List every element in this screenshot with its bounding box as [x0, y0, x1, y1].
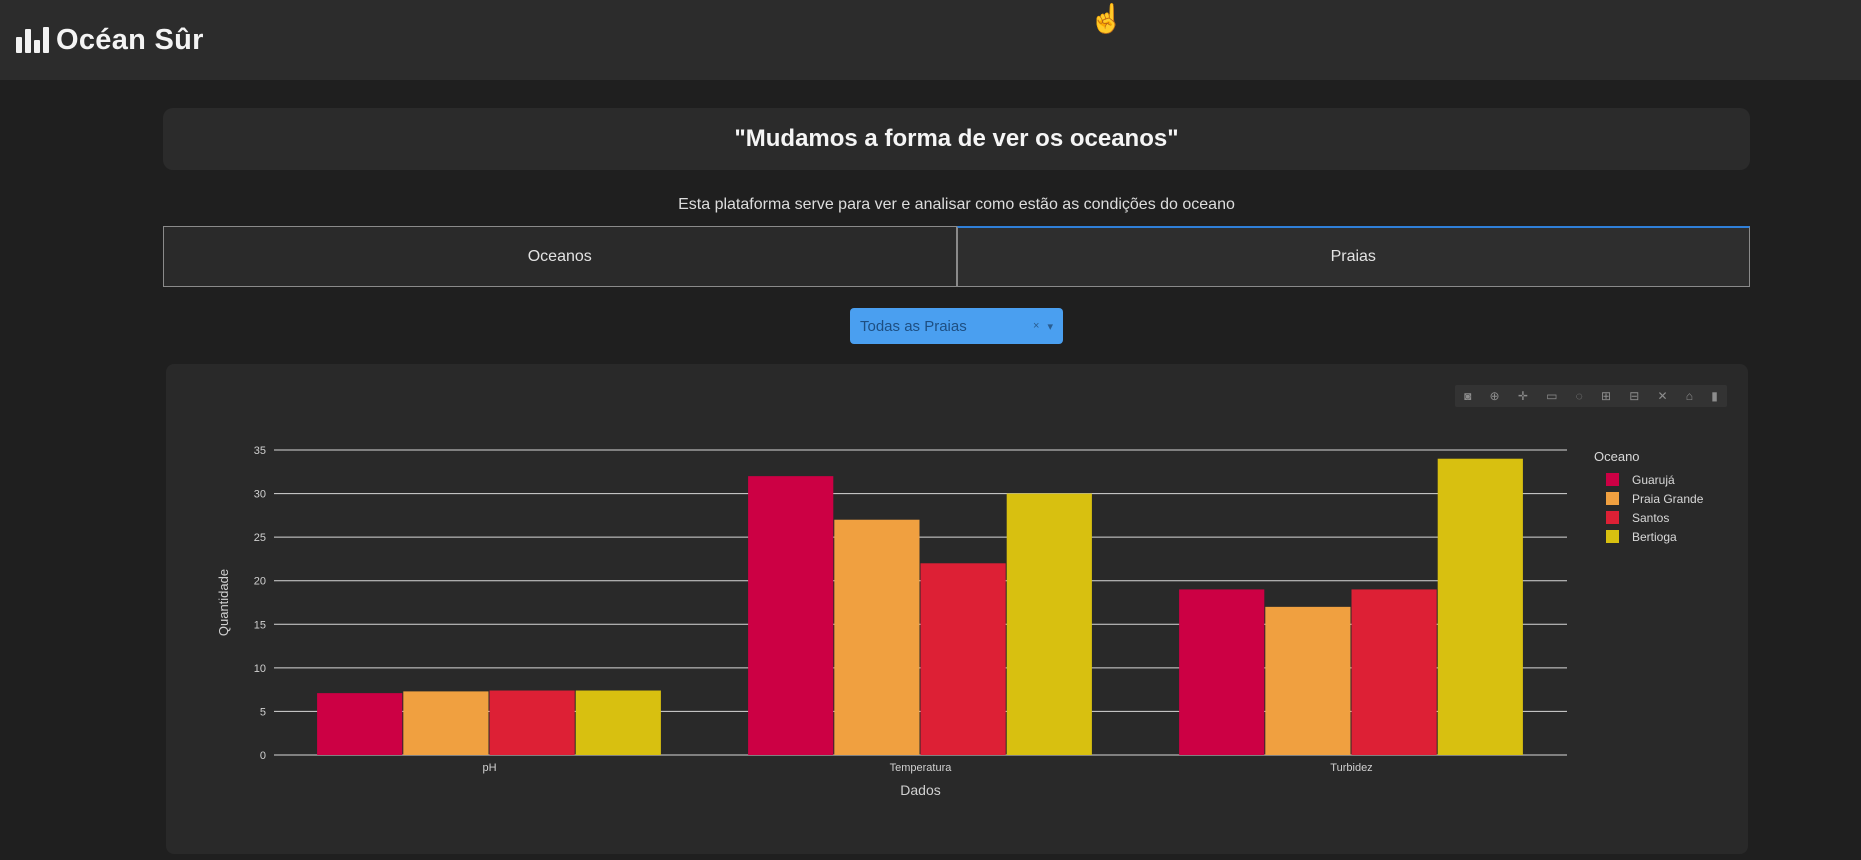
bar	[748, 476, 834, 755]
zoom-out-icon[interactable]: ⊟	[1629, 389, 1640, 403]
beach-select-dropdown[interactable]: Todas as Praias × ▾	[850, 308, 1063, 344]
autoscale-icon[interactable]: ✕	[1657, 389, 1668, 403]
tab-bar: Oceanos Praias	[163, 226, 1750, 287]
bar	[489, 690, 575, 755]
x-axis-label: Dados	[900, 782, 940, 798]
box-select-icon[interactable]: ▭	[1546, 389, 1558, 403]
bar	[920, 563, 1006, 755]
legend-label: Praia Grande	[1632, 492, 1704, 506]
tab-praias-label: Praias	[1330, 248, 1376, 265]
tab-oceanos-label: Oceanos	[527, 247, 592, 265]
y-tick-label: 35	[254, 445, 266, 457]
y-axis-label: Quantidade	[216, 569, 231, 636]
bar	[403, 691, 489, 755]
dropdown-value: Todas as Praias	[860, 317, 967, 335]
x-tick-label: Turbidez	[1330, 762, 1372, 774]
camera-icon[interactable]: ◙	[1464, 389, 1472, 403]
slogan-text: "Mudamos a forma de ver os oceanos"	[734, 125, 1179, 152]
bar	[1179, 589, 1265, 755]
reset-axes-icon[interactable]: ⌂	[1685, 389, 1694, 403]
zoom-in-icon[interactable]: ⊞	[1600, 389, 1612, 403]
legend-title: Oceano	[1594, 449, 1640, 464]
plotly-logo-icon[interactable]: ▮	[1711, 389, 1718, 403]
hand-cursor-icon: ☝	[1089, 3, 1124, 34]
zoom-icon[interactable]: ⊕	[1489, 389, 1500, 403]
legend-swatch	[1606, 511, 1619, 524]
y-tick-label: 15	[254, 619, 266, 631]
y-tick-label: 0	[260, 750, 266, 762]
x-tick-label: pH	[482, 762, 496, 774]
bar	[1006, 493, 1092, 755]
bar-chart-icon	[16, 27, 49, 53]
tab-praias[interactable]: Praias	[956, 226, 1750, 287]
legend-swatch	[1606, 473, 1619, 486]
y-tick-label: 20	[254, 576, 266, 588]
tab-oceanos[interactable]: Oceanos	[163, 226, 957, 287]
clear-icon[interactable]: ×	[1033, 320, 1040, 332]
bar	[834, 519, 920, 755]
pan-icon[interactable]: ✛	[1517, 389, 1528, 403]
slogan-card: "Mudamos a forma de ver os oceanos"	[163, 108, 1750, 170]
brand-name[interactable]: Océan Sûr	[56, 23, 204, 56]
chevron-down-icon[interactable]: ▾	[1047, 320, 1053, 333]
bar	[1351, 589, 1437, 755]
bar	[575, 690, 661, 755]
page-subtitle: Esta plataforma serve para ver e analisa…	[678, 196, 1235, 213]
y-tick-label: 5	[260, 706, 266, 718]
y-tick-label: 10	[254, 663, 266, 675]
chart-modebar: ◙ ⊕ ✛ ▭ ◌ ⊞ ⊟ ✕ ⌂ ▮	[1455, 385, 1727, 407]
navbar: Océan Sûr	[0, 0, 1861, 80]
x-tick-label: Temperatura	[890, 762, 953, 774]
bar	[1437, 458, 1523, 755]
legend-swatch	[1606, 530, 1619, 543]
bar	[1265, 606, 1351, 755]
y-tick-label: 25	[254, 532, 266, 544]
legend-swatch	[1606, 492, 1619, 505]
legend-label: Santos	[1632, 511, 1669, 525]
y-tick-label: 30	[254, 489, 266, 501]
legend-label: Guarujá	[1632, 473, 1675, 487]
lasso-icon[interactable]: ◌	[1575, 389, 1583, 403]
bar	[317, 693, 403, 755]
legend-label: Bertioga	[1632, 530, 1677, 544]
